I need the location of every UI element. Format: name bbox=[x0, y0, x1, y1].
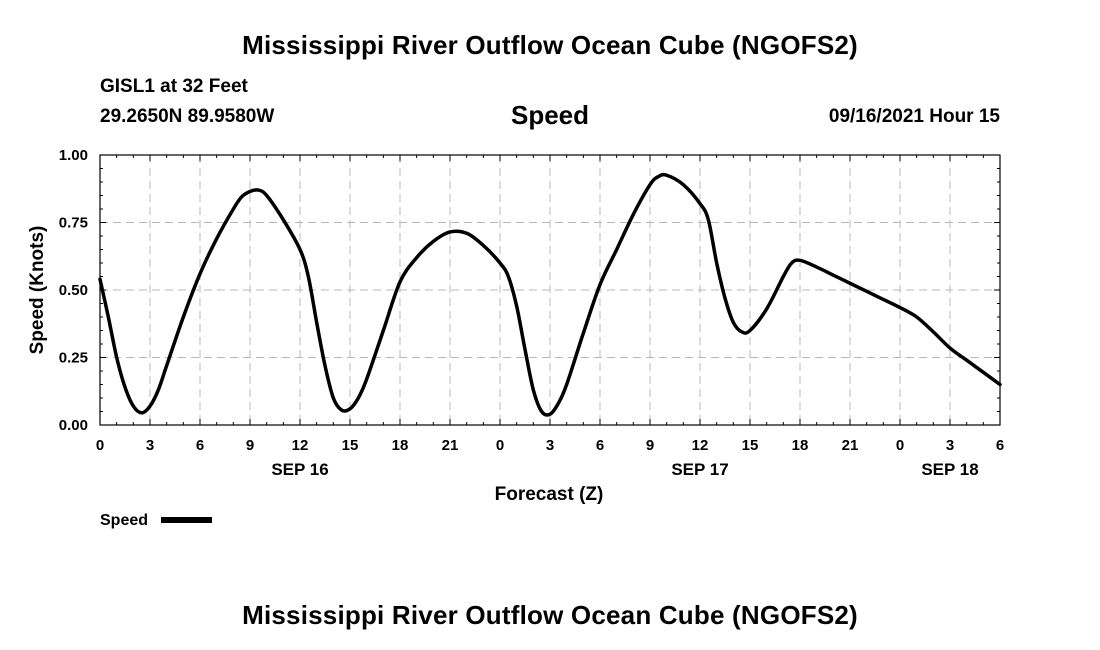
x-tick-label: 9 bbox=[246, 437, 254, 454]
x-axis-label: Forecast (Z) bbox=[495, 484, 604, 505]
parameter-title: Speed bbox=[510, 100, 590, 130]
x-tick-label: 0 bbox=[96, 437, 104, 454]
legend-label: Speed bbox=[100, 512, 148, 529]
x-tick-label: 12 bbox=[292, 437, 309, 454]
y-tick-label: 0.50 bbox=[59, 282, 88, 299]
x-date-label: SEP 18 bbox=[921, 460, 978, 479]
x-tick-label: 0 bbox=[496, 437, 504, 454]
y-tick-label: 0.25 bbox=[59, 350, 88, 367]
tick-labels: 0 3 6 9 12 15 18 21 0 3 6 9 12 15 18 21 0 3 6 0.00 0.25 0.50 0… bbox=[59, 147, 1004, 479]
speed-series-line bbox=[98, 172, 1002, 417]
x-tick-label: 3 bbox=[146, 437, 154, 454]
footer-title: Mississippi River Outflow Ocean Cube (NG… bbox=[242, 600, 858, 630]
x-tick-label: 15 bbox=[342, 437, 359, 454]
x-tick-label: 3 bbox=[546, 437, 554, 454]
forecast-datetime: 09/16/2021 Hour 15 bbox=[828, 106, 1000, 127]
x-tick-label: 6 bbox=[596, 437, 604, 454]
x-tick-label: 21 bbox=[842, 437, 859, 454]
y-axis-label: Speed (Knots) bbox=[27, 226, 48, 355]
x-tick-label: 21 bbox=[442, 437, 459, 454]
station-label: GISL1 at 32 Feet bbox=[100, 76, 248, 97]
series-layer bbox=[98, 172, 1002, 417]
x-tick-label: 15 bbox=[742, 437, 759, 454]
chart-title: Mississippi River Outflow Ocean Cube (NG… bbox=[242, 30, 858, 60]
x-tick-label: 12 bbox=[692, 437, 709, 454]
x-tick-label: 18 bbox=[392, 437, 409, 454]
grid-lines bbox=[100, 155, 1000, 425]
x-tick-label: 3 bbox=[946, 437, 954, 454]
x-tick-label: 6 bbox=[996, 437, 1004, 454]
y-tick-label: 0.00 bbox=[59, 417, 88, 434]
x-tick-label: 18 bbox=[792, 437, 809, 454]
x-tick-label: 6 bbox=[196, 437, 204, 454]
location-coordinates: 29.2650N 89.9580W bbox=[100, 106, 275, 127]
x-tick-label: 9 bbox=[646, 437, 654, 454]
x-date-label: SEP 16 bbox=[271, 460, 328, 479]
x-tick-label: 0 bbox=[896, 437, 904, 454]
y-tick-label: 1.00 bbox=[59, 147, 88, 164]
plot-frame bbox=[99, 154, 1001, 426]
legend: Speed bbox=[100, 512, 212, 529]
y-tick-label: 0.75 bbox=[59, 215, 88, 232]
x-date-label: SEP 17 bbox=[671, 460, 728, 479]
